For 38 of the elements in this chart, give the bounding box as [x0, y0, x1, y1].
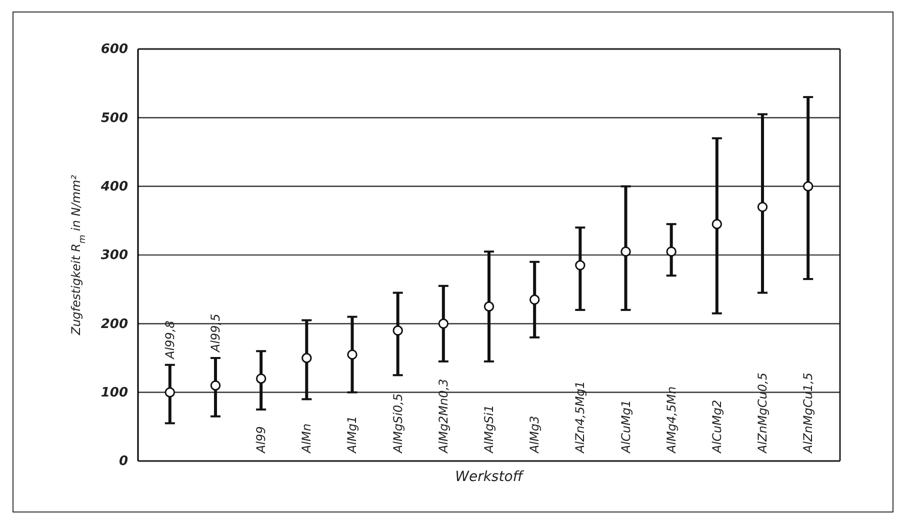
point — [666, 246, 676, 257]
y-tick-label: 400 — [100, 179, 128, 194]
x-axis-title: Werkstoff — [455, 469, 525, 485]
point — [302, 352, 312, 364]
y-tick-label: 0 — [118, 454, 128, 470]
x-tick-label: AlMg3 — [528, 416, 542, 454]
y-tick-label: 500 — [100, 110, 128, 126]
point — [392, 325, 403, 336]
point — [210, 380, 221, 391]
x-tick-label: AlZnMgCu0,5 — [756, 372, 770, 454]
x-tick-label: AlMn — [300, 423, 314, 454]
point — [802, 181, 814, 192]
x-tick-label: Al99,8 — [162, 320, 177, 360]
point — [575, 260, 586, 270]
y-tick-label: 200 — [100, 316, 128, 332]
x-tick-label: AlZn4,5Mg1 — [573, 380, 588, 454]
point — [484, 301, 494, 312]
y-tick-label: 100 — [100, 385, 128, 400]
point — [712, 218, 722, 230]
point — [256, 373, 266, 384]
x-tick-label: AlCuMg2 — [710, 400, 724, 454]
x-tick-label: AlCuMg1 — [618, 400, 633, 454]
x-tick-label: AlMg1 — [345, 416, 360, 454]
x-tick-label: AlMgSi1 — [482, 404, 496, 454]
y-tick-label: 600 — [100, 42, 128, 58]
point — [757, 202, 768, 212]
x-tick-label: Al99 — [254, 426, 268, 454]
x-tick-label: AlMg4,5Mn — [664, 386, 678, 454]
x-tick-label: Al99,5 — [208, 314, 222, 353]
point — [164, 387, 176, 398]
point — [620, 246, 631, 257]
x-tick-label: AlMg2Mn0,3 — [436, 378, 450, 454]
point — [438, 318, 449, 329]
point — [347, 349, 358, 360]
y-tick-label: 300 — [100, 248, 128, 264]
point — [529, 294, 540, 305]
x-tick-label: AlZnMgCu1,5 — [801, 372, 816, 454]
x-tick-label: AlMgSi0,5 — [390, 393, 405, 454]
